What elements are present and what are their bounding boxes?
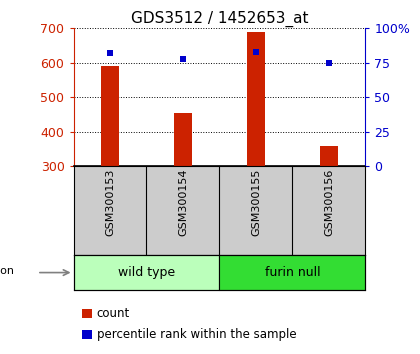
Bar (74, 255, 220, 290)
Text: count: count (97, 307, 130, 320)
Text: GSM300155: GSM300155 (251, 168, 261, 235)
Bar (174, 113, 192, 166)
Text: GSM300156: GSM300156 (324, 168, 334, 235)
Bar (320, 146, 338, 166)
Text: wild type: wild type (118, 266, 175, 279)
Title: GDS3512 / 1452653_at: GDS3512 / 1452653_at (131, 11, 308, 27)
Text: GSM300154: GSM300154 (178, 168, 188, 236)
Text: furin null: furin null (265, 266, 320, 279)
Text: percentile rank within the sample: percentile rank within the sample (97, 328, 296, 341)
Bar (220, 255, 365, 290)
Bar (101, 65, 119, 166)
Text: GSM300153: GSM300153 (105, 168, 115, 235)
Bar (247, 32, 265, 166)
Text: genotype/variation: genotype/variation (0, 266, 15, 276)
